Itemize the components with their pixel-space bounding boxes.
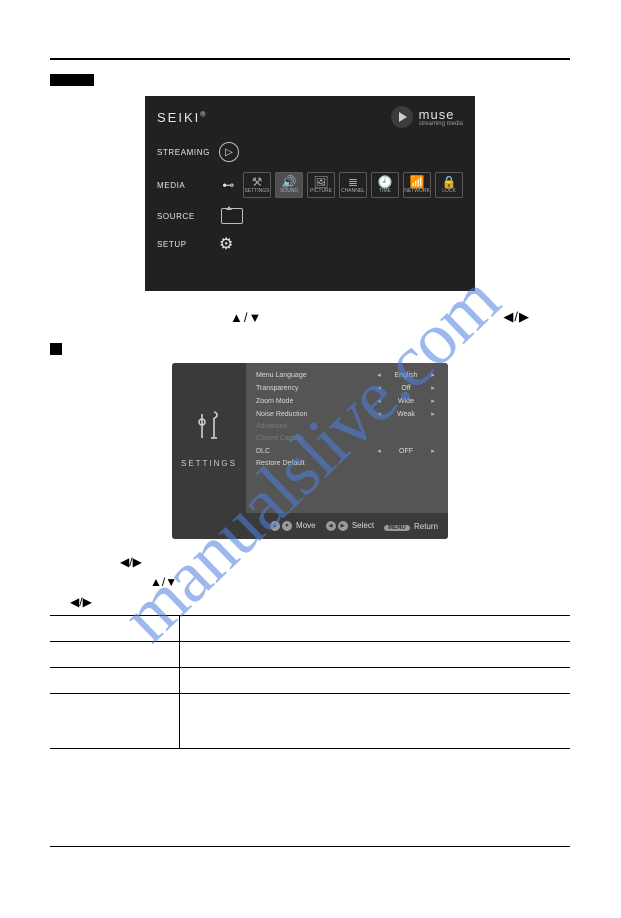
menu-row-setup[interactable]: SETUP ⚙ xyxy=(157,234,463,254)
left-icon: ◀ xyxy=(326,521,336,531)
up-icon: ▲ xyxy=(270,521,280,531)
arrow-hint-row: ▲/▼ ◀/▶ xyxy=(230,309,530,325)
brand-text: SEIKI xyxy=(157,110,200,125)
muse-logo-block: muse streaming media xyxy=(391,106,463,128)
speaker-icon: 🔊 xyxy=(282,176,297,188)
tools-icon: ⚒ xyxy=(252,176,263,188)
settings-footer: ▲▼ Move ◀▶ Select MENU Return xyxy=(172,513,448,539)
footer-select: Select xyxy=(352,521,374,530)
setting-row-transparency[interactable]: Transparency◂Off▸ xyxy=(256,384,438,392)
menu-label: MEDIA xyxy=(157,181,218,190)
tile-network[interactable]: 📶NETWORK xyxy=(403,172,431,198)
wifi-icon: 📶 xyxy=(410,176,425,188)
menu-row-streaming[interactable]: STREAMING ▷ xyxy=(157,142,463,162)
right-icon: ▶ xyxy=(338,521,348,531)
leftright-arrows: ◀/▶ xyxy=(70,595,92,609)
lock-icon: 🔒 xyxy=(442,176,457,188)
setting-row-advanced: Advanced xyxy=(256,423,438,430)
gear-icon: ⚙ xyxy=(219,234,233,254)
picture-icon: 🖼 xyxy=(313,176,328,188)
media-tiles: ⚒SETTINGS 🔊SOUND 🖼PICTURE ≣CHANNEL 🕘TIME… xyxy=(243,172,463,198)
table-row xyxy=(50,668,570,694)
muse-play-icon xyxy=(391,106,413,128)
usb-icon: ⊷ xyxy=(218,178,239,192)
menu-label: STREAMING xyxy=(157,148,219,157)
list-icon: ≣ xyxy=(348,176,358,188)
table-row xyxy=(50,616,570,642)
tile-picture[interactable]: 🖼PICTURE xyxy=(307,172,335,198)
settings-screenshot: SETTINGS Menu Language◂English▸ Transpar… xyxy=(172,363,448,539)
tile-lock[interactable]: 🔒LOCK xyxy=(435,172,463,198)
instruction-arrows: ◀/▶ ▲/▼ ◀/▶ xyxy=(80,555,570,609)
source-icon xyxy=(221,208,243,224)
section-bar xyxy=(50,74,94,86)
leftright-arrows: ◀/▶ xyxy=(120,555,142,569)
muse-subtitle: streaming media xyxy=(419,121,463,127)
clock-icon: 🕘 xyxy=(378,176,393,188)
settings-list: Menu Language◂English▸ Transparency◂Off▸… xyxy=(246,363,448,513)
setting-row-cc: Closed Caption xyxy=(256,435,438,442)
down-icon: ▼ xyxy=(282,521,292,531)
tv-menu-screenshot: SEIKI® muse streaming media STREAMING ▷ … xyxy=(145,96,475,291)
footer-return: Return xyxy=(414,522,438,531)
tile-time[interactable]: 🕘TIME xyxy=(371,172,399,198)
setting-row-restore[interactable]: Restore Default xyxy=(256,460,438,467)
setting-row-language[interactable]: Menu Language◂English▸ xyxy=(256,371,438,379)
updown-arrows: ▲/▼ xyxy=(230,310,262,325)
table-row xyxy=(50,642,570,668)
brand-logo: SEIKI® xyxy=(157,110,207,125)
footer-move: Move xyxy=(296,521,316,530)
leftright-arrows: ◀/▶ xyxy=(503,309,530,325)
bottom-rule xyxy=(50,846,570,847)
setting-row-zoom[interactable]: Zoom Mode◂Wide▸ xyxy=(256,397,438,405)
menu-row-media[interactable]: MEDIA ⊷ ⚒SETTINGS 🔊SOUND 🖼PICTURE ≣CHANN… xyxy=(157,172,463,198)
muse-title: muse xyxy=(419,108,463,121)
table-row xyxy=(50,694,570,748)
subsection-square xyxy=(50,343,62,355)
tools-icon xyxy=(194,408,224,449)
settings-side-label: SETTINGS xyxy=(181,459,237,468)
play-circle-icon: ▷ xyxy=(219,142,239,162)
tile-settings[interactable]: ⚒SETTINGS xyxy=(243,172,271,198)
updown-arrows: ▲/▼ xyxy=(150,575,177,589)
brand-suffix: ® xyxy=(200,111,207,118)
menu-pill: MENU xyxy=(384,525,410,531)
setting-row-dlc[interactable]: DLC◂OFF▸ xyxy=(256,447,438,455)
tile-channel[interactable]: ≣CHANNEL xyxy=(339,172,367,198)
top-rule xyxy=(50,58,570,60)
menu-label: SETUP xyxy=(157,240,219,249)
tile-sound[interactable]: 🔊SOUND xyxy=(275,172,303,198)
menu-row-source[interactable]: SOURCE xyxy=(157,208,463,224)
options-table xyxy=(50,615,570,749)
setting-row-noise[interactable]: Noise Reduction◂Weak▸ xyxy=(256,410,438,418)
settings-sidebar: SETTINGS xyxy=(172,363,246,513)
menu-label: SOURCE xyxy=(157,212,219,221)
